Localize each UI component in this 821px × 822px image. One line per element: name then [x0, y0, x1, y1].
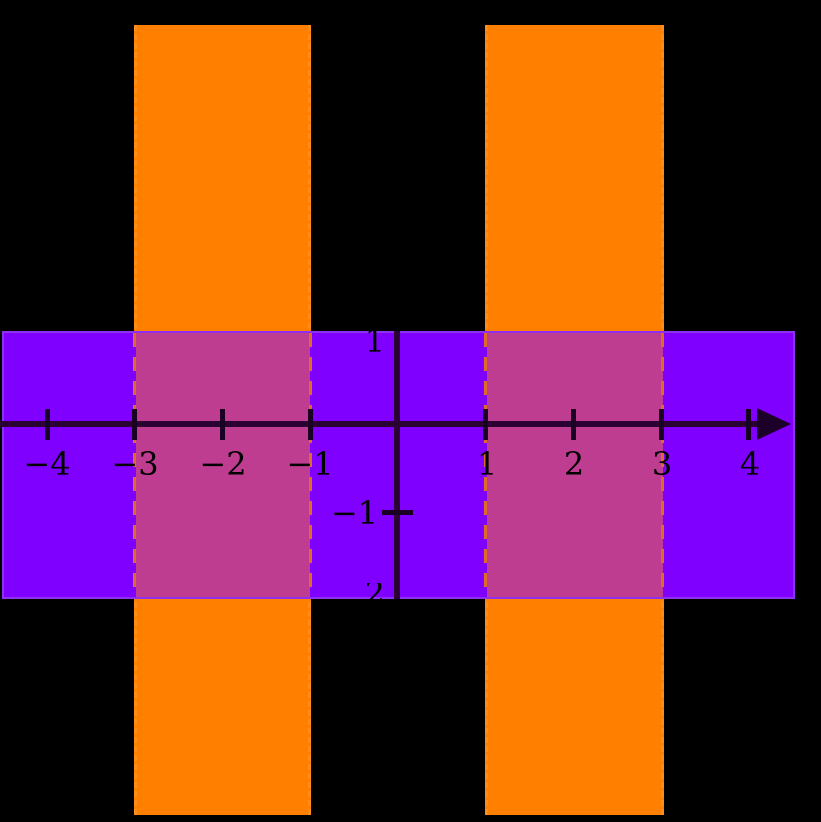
intersection-left: [136, 333, 310, 597]
x-tick-3: [659, 409, 664, 440]
x-tick-1: [483, 409, 488, 440]
intersection-right: [487, 333, 663, 597]
x-tick--3: [132, 409, 137, 440]
intersection-left-edge-start: [133, 333, 136, 597]
x-tick--1: [308, 409, 313, 440]
intersection-left-edge-end: [309, 333, 312, 597]
x-tick-4: [746, 409, 751, 440]
x-tick-label--3: −3: [111, 445, 159, 483]
x-tick-label-1: 1: [476, 445, 498, 483]
x-tick-label-3: 3: [651, 445, 673, 483]
y-axis: [394, 331, 400, 599]
y-tick-label-2: 2: [365, 583, 385, 599]
x-tick--4: [45, 409, 50, 440]
x-axis-arrow-icon: [757, 408, 791, 440]
x-tick--2: [220, 409, 225, 440]
y-tick-label-1-clip: 1: [340, 331, 390, 359]
x-tick-label--4: −4: [23, 445, 71, 483]
x-tick-label--2: −2: [199, 445, 247, 483]
x-axis: [0, 421, 760, 427]
y-tick-label-1: 1: [364, 331, 385, 359]
intersection-right-edge-end: [661, 333, 664, 597]
x-tick-label-2: 2: [563, 445, 585, 483]
y-tick--1: [382, 510, 413, 515]
x-tick-label--1: −1: [286, 445, 334, 483]
y-tick-label--1: −1: [330, 494, 378, 532]
intersection-right-edge-start: [484, 333, 487, 597]
x-tick-label-4: 4: [739, 445, 761, 483]
y-tick-label-2-clip: 2: [340, 583, 390, 599]
x-tick-2: [571, 409, 576, 440]
